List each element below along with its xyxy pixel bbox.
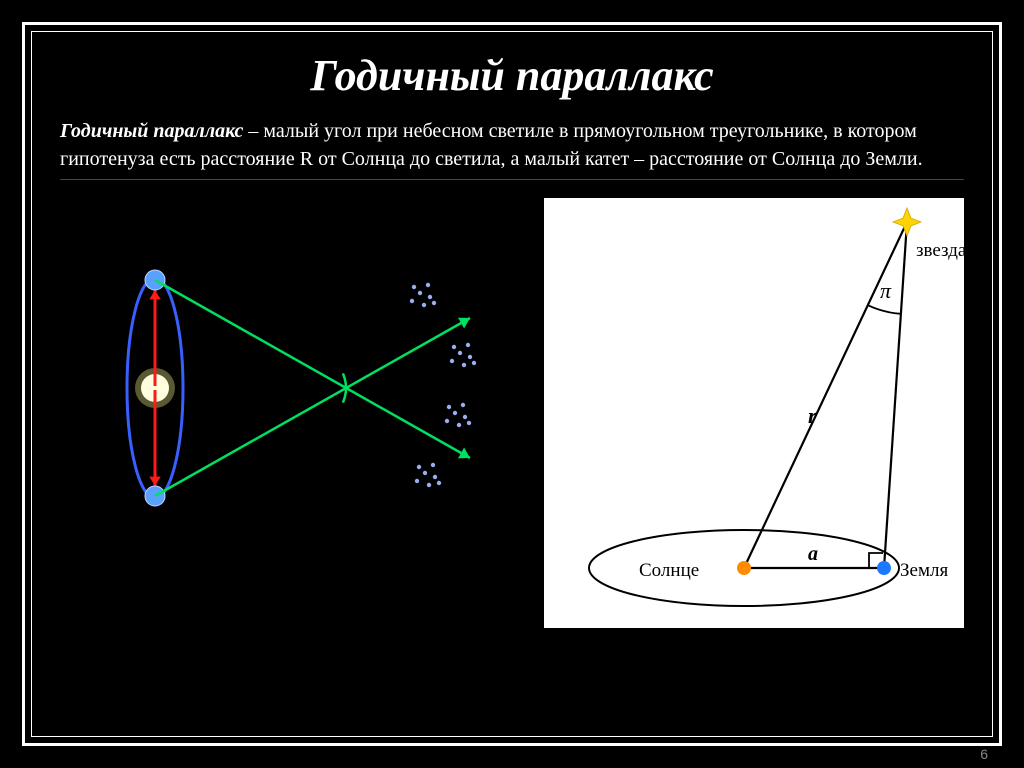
svg-text:Земля: Земля [900, 560, 948, 581]
parallax-crossing-diagram [60, 198, 528, 578]
svg-text:π: π [880, 278, 892, 303]
page-number: 6 [980, 746, 988, 762]
svg-text:звезда: звезда [916, 240, 964, 261]
slide-frame-outer: Годичный параллакс Годичный параллакс – … [22, 22, 1002, 746]
diagram-row: звезда π r a Солнце Земля [60, 198, 964, 628]
slide-frame-inner: Годичный параллакс Годичный параллакс – … [31, 31, 993, 737]
svg-text:a: a [808, 543, 818, 565]
parallax-triangle-diagram: звезда π r a Солнце Земля [544, 198, 964, 628]
divider-line [60, 179, 964, 180]
svg-text:r: r [808, 403, 817, 428]
slide-title: Годичный параллакс [60, 50, 964, 101]
svg-text:Солнце: Солнце [639, 560, 699, 581]
definition-term: Годичный параллакс [60, 120, 243, 142]
definition-text: Годичный параллакс – малый угол при небе… [60, 117, 964, 173]
